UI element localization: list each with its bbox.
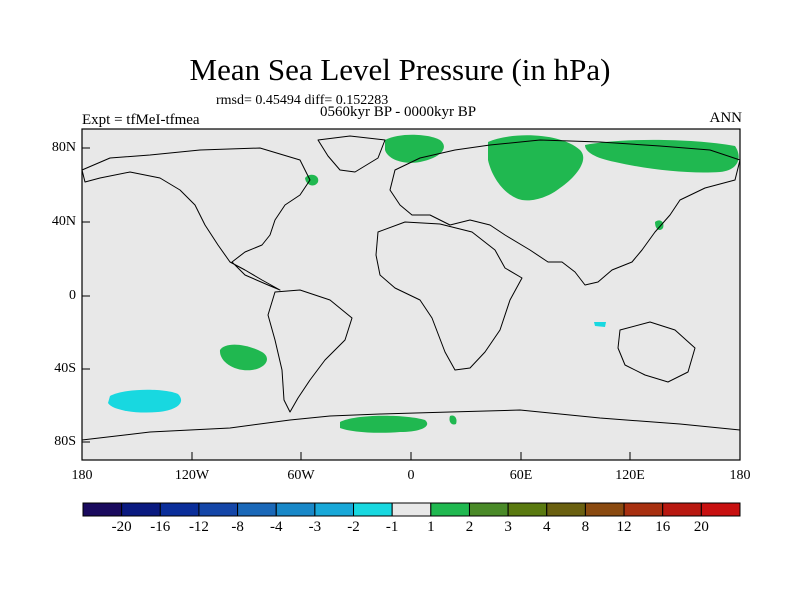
colorbar-label: -1 [385,519,399,535]
colorbar-label: 20 [693,519,709,535]
axis-ticks [82,147,631,460]
lat-label-80s: 80S [54,434,76,449]
colorbar-box [237,502,277,517]
colorbar-label: 1 [427,519,435,535]
colorbar-label: 16 [655,519,671,535]
colorbar-box [353,502,393,517]
lon-label-60w: 60W [287,468,315,483]
coastline-north-america [81,147,311,291]
colorbar-label: 12 [616,519,632,535]
colorbar-box [700,502,741,517]
coastline-africa [375,221,523,371]
anomaly-patch-south-pacific [219,344,267,371]
colorbar [82,502,741,517]
colorbar-box [198,502,239,517]
anomaly-patch-south-atlantic [340,415,428,433]
anomaly-patch-south-indian [449,415,457,425]
colorbar-label: -12 [188,519,209,535]
colorbar-box [275,502,316,517]
colorbar-box [623,502,664,517]
colorbar-box [430,502,470,517]
coastlines [81,135,741,441]
colorbar-label: 4 [543,519,551,535]
colorbar-label: 2 [465,519,474,535]
colorbar-box [468,502,509,517]
coastline-antarctica [81,409,741,441]
colorbar-box [391,502,432,517]
lat-label-40n: 40N [51,214,76,229]
colorbar-label: -16 [150,519,171,535]
colorbar-box [121,502,161,517]
anomaly-patch-eurasia-arctic [488,135,584,201]
colorbar-label: -8 [231,519,244,535]
anomaly-patch-indian-cyan [594,322,606,327]
season-label: ANN [709,110,743,126]
anomaly-patch-south-pacific-cyan [108,389,182,413]
coastline-south-america [267,289,353,413]
experiment-label: Expt = tfMeI-tfmea [82,112,200,128]
colorbar-box [507,502,548,517]
colorbar-label: 8 [581,519,590,535]
colorbar-label: 3 [504,519,512,535]
period-label: 0560kyr BP - 0000kyr BP [320,104,477,120]
lon-label-180-west: 180 [71,468,93,483]
colorbar-label: -3 [308,519,322,535]
anomaly-patch-siberia [585,139,739,173]
lon-label-60e: 60E [509,468,533,483]
colorbar-box [546,502,586,517]
colorbar-box [159,502,200,517]
plot-background [82,129,740,460]
lon-label-120w: 120W [174,468,210,483]
coastline-eurasia [389,139,741,286]
colorbar-box [314,502,355,517]
lat-label-80n: 80N [51,140,76,155]
colorbar-box [82,502,123,517]
stats-label: rmsd= 0.45494 diff= 0.152283 [216,93,389,108]
anomaly-patch-japan [655,220,664,230]
colorbar-box [584,502,625,517]
lon-label-120e: 120E [615,468,645,483]
lon-label-0: 0 [407,468,415,483]
lat-label-0: 0 [69,288,76,303]
coastline-australia [617,321,696,383]
colorbar-label: -20 [111,519,132,535]
coastline-greenland [317,135,386,173]
colorbar-label: -4 [269,519,283,535]
map-title: Mean Sea Level Pressure (in hPa) [189,52,611,87]
colorbar-box [662,502,702,517]
lat-label-40s: 40S [54,361,76,376]
colorbar-label: -2 [347,519,360,535]
lon-label-180-east: 180 [729,468,751,483]
